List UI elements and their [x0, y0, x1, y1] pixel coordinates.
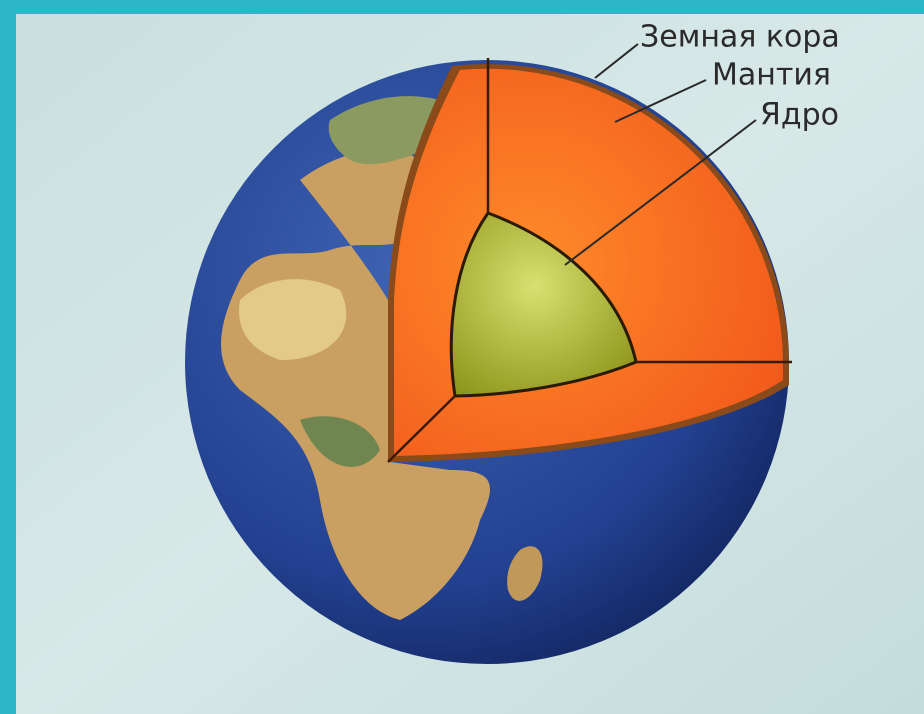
continent — [221, 149, 490, 620]
europe — [328, 96, 440, 165]
forest — [300, 416, 380, 467]
label: Земная кора — [640, 20, 840, 55]
leader-line — [564, 119, 757, 266]
cut-line — [387, 395, 456, 463]
core — [449, 211, 638, 398]
desert — [239, 279, 347, 360]
label: Ядро — [760, 98, 839, 133]
leader-line — [614, 79, 707, 123]
island — [507, 546, 543, 601]
leader-line — [594, 43, 639, 79]
label: Мантия — [712, 58, 831, 93]
